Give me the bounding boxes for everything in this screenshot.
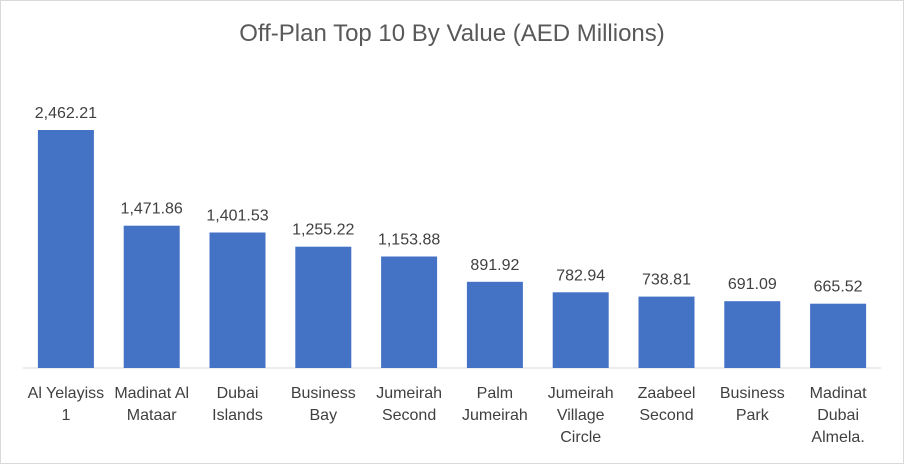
bar-7 [552,292,609,368]
bar-5 [381,256,438,368]
value-label-3: 1,401.53 [206,208,268,225]
category-label-3: Dubai Islands [212,385,263,424]
bar-2 [123,225,180,368]
bars-group [37,130,867,368]
category-label-4: Business Bay [291,385,356,424]
bar-6 [466,281,523,368]
value-label-4: 1,255.22 [292,222,354,239]
value-label-7: 782.94 [556,267,605,284]
bar-10 [810,303,867,368]
bar-8 [638,296,695,368]
bar-9 [724,301,781,368]
category-label-5: Jumeirah Second [376,385,442,424]
value-label-2: 1,471.86 [121,201,183,218]
category-label-1: Al Yelayiss 1 [28,385,105,424]
category-label-6: Palm Jumeirah [462,385,528,424]
value-label-10: 665.52 [814,279,863,296]
bar-3 [209,232,266,368]
value-label-5: 1,153.88 [378,232,440,249]
value-label-1: 2,462.21 [35,105,97,122]
category-label-9: Business Park [720,385,785,424]
bar-4 [295,246,352,368]
value-label-6: 891.92 [470,257,519,274]
category-label-2: Madinat Al Mataar [114,385,189,424]
value-label-9: 691.09 [728,276,777,293]
bar-1 [37,130,94,368]
value-label-8: 738.81 [642,272,691,289]
value-labels-group: 2,462.21 1,471.86 1,401.53 1,255.22 1,153.88… [35,105,863,296]
category-label-8: Zaabeel Second [638,385,696,424]
category-label-10: Madinat Dubai Almela. [810,385,867,446]
category-label-7: Jumeirah Village Circle [548,385,614,446]
chart-title: Off-Plan Top 10 By Value (AED Millions) [239,20,665,47]
